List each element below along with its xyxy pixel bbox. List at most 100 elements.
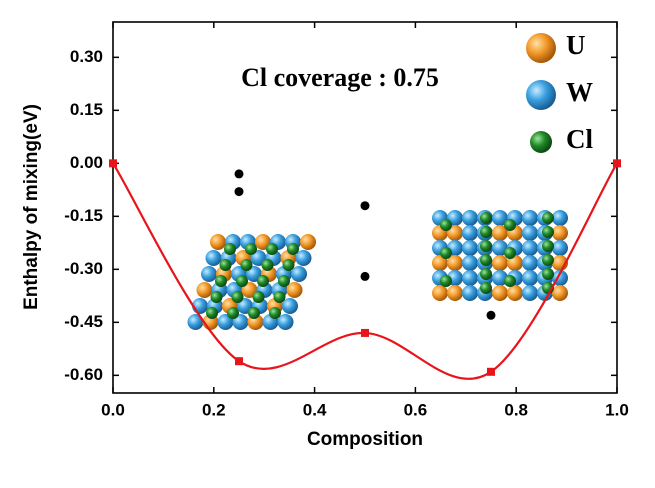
atom — [462, 285, 478, 301]
legend-swatch — [526, 80, 556, 110]
atom — [232, 314, 249, 330]
atom — [480, 240, 492, 252]
atom — [257, 275, 269, 287]
legend-label: W — [566, 77, 593, 107]
atom — [480, 282, 492, 294]
legend-swatch — [530, 131, 552, 153]
structure-illustration — [187, 210, 568, 330]
atom — [480, 212, 492, 224]
atom — [542, 212, 554, 224]
atom — [224, 243, 236, 255]
atom — [300, 234, 316, 250]
point — [486, 310, 496, 320]
atom — [215, 275, 227, 287]
atom — [432, 285, 448, 301]
y-tick-label: -0.60 — [64, 365, 103, 384]
atom — [507, 285, 523, 301]
atom — [278, 275, 290, 287]
atom — [480, 226, 492, 238]
atom — [552, 285, 568, 301]
atom — [440, 247, 452, 259]
atom — [210, 234, 226, 250]
atom — [248, 307, 260, 319]
y-tick-label: -0.15 — [64, 206, 103, 225]
atom — [266, 243, 278, 255]
y-tick-label: -0.45 — [64, 312, 103, 331]
atom — [286, 282, 303, 298]
atom — [542, 226, 554, 238]
atom — [295, 250, 312, 266]
atom — [210, 291, 223, 303]
point — [234, 187, 244, 197]
y-tick-label: 0.30 — [70, 47, 103, 66]
y-tick-label: 0.15 — [70, 100, 103, 119]
x-axis-title: Composition — [307, 429, 423, 450]
y-tick-label: -0.30 — [64, 259, 103, 278]
atom — [227, 307, 239, 319]
point — [360, 271, 370, 281]
x-tick-label: 0.4 — [303, 400, 327, 419]
atom — [240, 259, 253, 271]
atom — [205, 250, 222, 266]
point — [234, 169, 244, 179]
atom — [492, 285, 508, 301]
x-tick-label: 0.8 — [504, 400, 528, 419]
atom — [492, 225, 508, 241]
atom — [507, 255, 523, 271]
legend-label: Cl — [566, 124, 593, 154]
atom — [492, 210, 508, 226]
atom — [492, 255, 508, 271]
legend-swatch — [526, 33, 556, 63]
atom — [269, 307, 281, 319]
atom — [462, 240, 478, 256]
atom — [236, 275, 248, 287]
y-tick-label: 0.00 — [70, 153, 103, 172]
atom — [480, 254, 492, 266]
atom — [432, 255, 448, 271]
annotation: Cl coverage : 0.75 — [241, 63, 439, 92]
atom — [217, 314, 234, 330]
atom — [522, 270, 538, 286]
atom — [492, 270, 508, 286]
atom — [287, 243, 299, 255]
atom — [522, 285, 538, 301]
atom — [245, 243, 257, 255]
atom — [440, 219, 452, 231]
atom — [462, 225, 478, 241]
x-tick-label: 0.6 — [404, 400, 428, 419]
atom — [440, 275, 452, 287]
marker — [235, 357, 243, 366]
atom — [206, 307, 218, 319]
y-axis-title: Enthalpy of mixing(eV) — [21, 104, 42, 310]
atom — [542, 240, 554, 252]
atom — [447, 225, 463, 241]
atom — [552, 240, 568, 256]
atom — [462, 210, 478, 226]
atom — [273, 291, 286, 303]
atom — [522, 210, 538, 226]
atom — [542, 254, 554, 266]
atom — [447, 255, 463, 271]
atom — [462, 255, 478, 271]
x-tick-label: 0.2 — [202, 400, 226, 419]
x-tick-label: 1.0 — [605, 400, 629, 419]
atom — [231, 291, 244, 303]
atom — [504, 247, 516, 259]
atom — [219, 259, 232, 271]
atom — [462, 270, 478, 286]
atom — [291, 266, 307, 282]
atom — [552, 225, 568, 241]
legend-label: U — [566, 30, 586, 60]
atom — [196, 282, 213, 298]
atom — [277, 314, 294, 330]
atom — [187, 314, 204, 330]
marker — [487, 367, 495, 376]
marker — [613, 159, 621, 168]
point — [360, 201, 370, 211]
atom — [282, 259, 295, 271]
atom — [447, 285, 463, 301]
atom — [542, 268, 554, 280]
atom — [552, 210, 568, 226]
atom — [522, 225, 538, 241]
